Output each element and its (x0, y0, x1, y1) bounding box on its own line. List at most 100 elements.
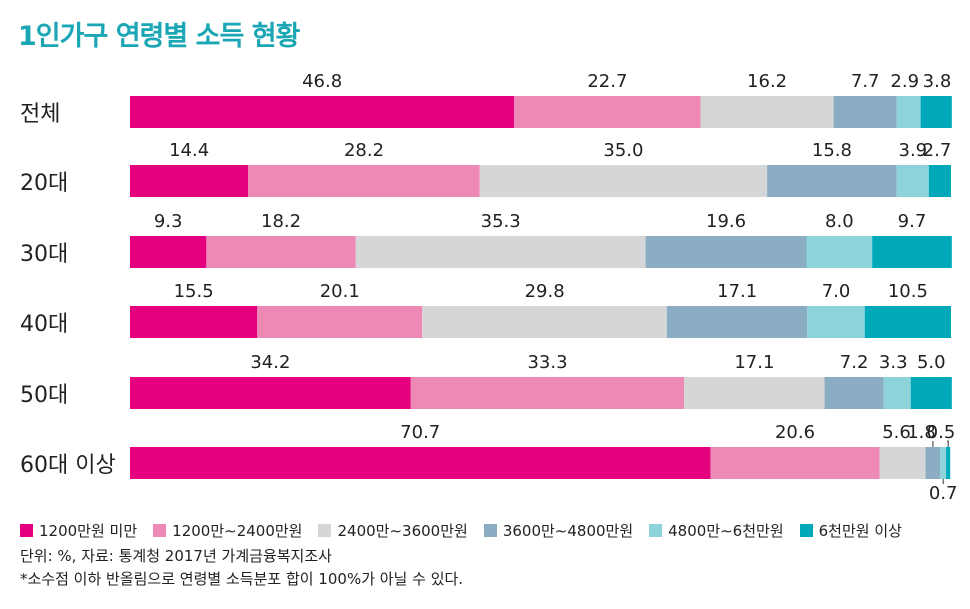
legend-item: 1200만∼2400만원 (153, 520, 302, 541)
bar-segment (666, 306, 808, 338)
data-label: 15.5 (174, 281, 214, 302)
bar-segment (130, 306, 258, 338)
bar-segment (684, 377, 825, 409)
legend-swatch (649, 524, 663, 537)
category-label: 60대 이상 (20, 453, 116, 478)
data-label: 22.7 (587, 71, 627, 92)
bar-segment (833, 96, 897, 128)
data-label: 0.5 (927, 422, 956, 443)
data-label: 0.7 (929, 483, 958, 504)
data-label: 2.7 (923, 140, 952, 161)
legend-swatch (153, 524, 167, 537)
data-label: 29.8 (525, 281, 565, 302)
leader-line (947, 440, 949, 447)
category-label: 50대 (20, 383, 68, 408)
legend-item: 2400만∼3600만원 (318, 520, 468, 541)
bar-segment (806, 236, 873, 268)
data-label: 70.7 (400, 422, 440, 443)
data-label: 3.9 (899, 140, 928, 161)
bar-segment (872, 236, 952, 268)
footnote: *소수점 이하 반올림으로 연령별 소득분포 합이 100%가 아닐 수 있다. (20, 570, 464, 588)
bar-segment (479, 165, 768, 197)
data-label: 18.2 (261, 211, 301, 232)
legend-item: 6천만원 이상 (799, 520, 902, 541)
chart-title: 1인가구 연령별 소득 현황 (18, 21, 300, 52)
legend-label: 1200만∼2400만원 (172, 522, 303, 540)
stacked-bar-chart: 전체 46.8 22.7 16.2 7.7 2.9 3.8 20대 14.4 28.2 35.0 15… (20, 71, 958, 504)
data-label: 46.8 (302, 71, 342, 92)
data-label: 20.6 (775, 422, 815, 443)
data-label: 28.2 (344, 140, 384, 161)
data-label: 35.3 (481, 211, 521, 232)
legend-swatch (799, 524, 813, 537)
category-label: 전체 (20, 102, 60, 127)
bar-segment (257, 306, 423, 338)
bar-segment (130, 377, 411, 409)
data-label: 16.2 (747, 71, 787, 92)
legend-label: 1200만원 미만 (39, 522, 138, 540)
data-label: 33.3 (527, 352, 567, 373)
bar-segment (710, 447, 880, 479)
bar-segment (864, 306, 951, 338)
bar-segment (514, 96, 701, 128)
bar-segment (920, 96, 952, 128)
bar-segment (910, 377, 952, 409)
bar-segment (807, 306, 865, 338)
bar-segment (130, 236, 207, 268)
legend-swatch (318, 524, 332, 537)
bar-segment (355, 236, 646, 268)
legend-label: 6천만원 이상 (818, 522, 902, 540)
data-label: 3.3 (879, 352, 908, 373)
bar-segment (925, 447, 941, 479)
data-label: 20.1 (320, 281, 360, 302)
bar-segment (946, 447, 951, 479)
bar-segment (879, 447, 926, 479)
data-label: 19.6 (706, 211, 746, 232)
bar-segment (130, 96, 515, 128)
bar-segment (645, 236, 807, 268)
legend: 1200만원 미만 1200만∼2400만원 2400만∼3600만원 3600만∼4… (20, 520, 918, 541)
bar-segment (824, 377, 884, 409)
data-label: 5.6 (882, 422, 911, 443)
bar-segment (767, 165, 897, 197)
data-label: 3.8 (923, 71, 952, 92)
category-label: 20대 (20, 171, 68, 196)
data-label: 17.1 (717, 281, 757, 302)
bar-segment (700, 96, 834, 128)
bar-segment (130, 165, 249, 197)
legend-item: 4800만∼6천만원 (649, 520, 784, 541)
bar-segment (422, 306, 667, 338)
category-label: 40대 (20, 312, 68, 337)
data-label: 9.7 (898, 211, 927, 232)
data-label: 2.9 (890, 71, 919, 92)
data-label: 1.8 (907, 422, 936, 443)
data-label: 10.5 (888, 281, 928, 302)
bar-segment (206, 236, 356, 268)
data-label: 14.4 (169, 140, 209, 161)
data-label: 5.0 (917, 352, 946, 373)
bar-segment (928, 165, 951, 197)
bar-segment (940, 447, 947, 479)
legend-label: 2400만∼3600만원 (337, 522, 468, 540)
data-label: 9.3 (154, 211, 183, 232)
data-label: 7.2 (840, 352, 869, 373)
data-label: 17.1 (734, 352, 774, 373)
legend-label: 4800만∼6천만원 (668, 522, 784, 540)
bar-segment (410, 377, 685, 409)
data-label: 7.0 (822, 281, 851, 302)
data-label: 8.0 (825, 211, 854, 232)
legend-label: 3600만∼4800만원 (502, 522, 634, 540)
data-label: 15.8 (812, 140, 852, 161)
legend-item: 1200만원 미만 (20, 520, 137, 541)
bar-segment (883, 377, 911, 409)
bar-segment (130, 447, 711, 479)
data-label: 7.7 (851, 71, 880, 92)
bar-segment (896, 165, 929, 197)
bar-segment (896, 96, 921, 128)
bar-segment (248, 165, 480, 197)
data-label: 35.0 (603, 140, 643, 161)
legend-swatch (20, 524, 33, 537)
unit-source-note: 단위: %, 자료: 통계청 2017년 가계금융복지조사 (20, 547, 332, 565)
category-label: 30대 (20, 242, 68, 267)
